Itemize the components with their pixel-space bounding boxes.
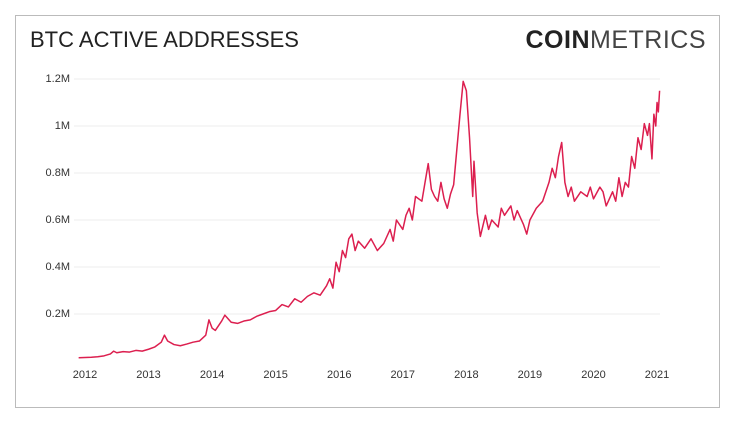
x-tick-label: 2015 xyxy=(263,369,287,381)
x-tick-label: 2012 xyxy=(73,369,97,381)
x-tick-label: 2020 xyxy=(581,369,605,381)
x-tick-label: 2018 xyxy=(454,369,478,381)
logo: COINMETRICS xyxy=(526,26,707,54)
x-tick-label: 2019 xyxy=(518,369,542,381)
y-tick-label: 1M xyxy=(55,120,70,132)
y-tick-label: 0.8M xyxy=(46,167,70,179)
y-tick-label: 0.4M xyxy=(46,261,70,273)
x-tick-label: 2021 xyxy=(645,369,669,381)
y-tick-label: 1.2M xyxy=(46,73,70,85)
x-tick-label: 2016 xyxy=(327,369,351,381)
x-tick-label: 2014 xyxy=(200,369,224,381)
x-tick-label: 2013 xyxy=(136,369,160,381)
data-line xyxy=(78,80,661,359)
y-tick-label: 0.6M xyxy=(46,214,70,226)
logo-bold: COIN xyxy=(526,26,591,54)
chart-title: BTC ACTIVE ADDRESSES xyxy=(30,27,299,52)
chart-frame xyxy=(15,15,720,408)
y-tick-label: 0.2M xyxy=(46,308,70,320)
logo-light: METRICS xyxy=(590,26,706,54)
x-tick-label: 2017 xyxy=(391,369,415,381)
